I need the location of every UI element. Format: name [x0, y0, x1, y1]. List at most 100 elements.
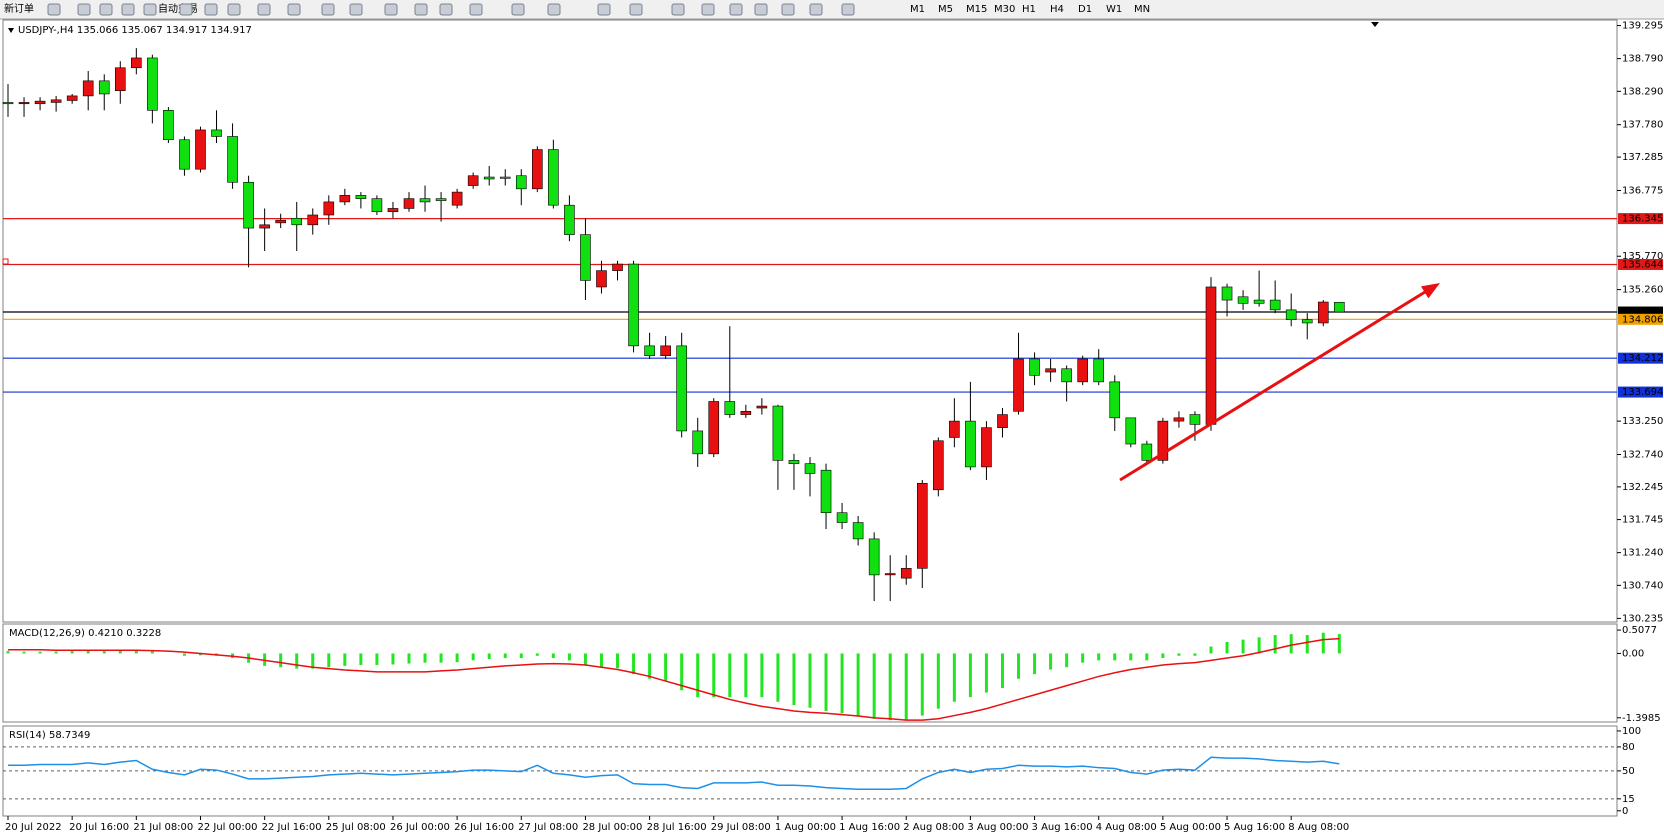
symbol-menu-arrow[interactable]	[8, 28, 14, 33]
macd-bar	[1081, 653, 1085, 663]
x-tick-label: 28 Jul 00:00	[582, 822, 642, 833]
y-tick-label: 0.00	[1622, 648, 1644, 659]
macd-bar	[1113, 653, 1117, 661]
toolbar-icon[interactable]	[204, 3, 218, 16]
macd-bar	[984, 653, 988, 693]
macd-bar	[712, 653, 716, 698]
y-tick-label: 132.740	[1622, 449, 1663, 460]
period-button[interactable]: MN	[1134, 4, 1150, 15]
macd-title: MACD(12,26,9) 0.4210 0.3228	[9, 628, 161, 639]
macd-bar	[471, 653, 475, 661]
macd-bar	[134, 650, 138, 654]
toolbar-icon[interactable]	[99, 3, 113, 16]
period-button[interactable]: M30	[994, 4, 1015, 15]
macd-bar	[1337, 634, 1341, 654]
signal-line	[8, 637, 1340, 721]
macd-bar	[150, 651, 154, 654]
macd-bar	[1305, 635, 1309, 654]
macd-bar	[1145, 653, 1149, 661]
y-tick-label: 15	[1622, 794, 1635, 805]
candle-body	[1189, 414, 1201, 425]
macd-bar	[936, 653, 940, 709]
period-button[interactable]: D1	[1078, 4, 1092, 15]
toolbar-icon[interactable]	[809, 3, 823, 16]
macd-bar	[1273, 635, 1277, 654]
toolbar-icon[interactable]	[227, 3, 241, 16]
toolbar-icon[interactable]	[511, 3, 525, 16]
toolbar-icon[interactable]	[121, 3, 135, 16]
rsi-title: RSI(14) 58.7349	[9, 730, 90, 741]
y-tick-label: 0	[1622, 806, 1628, 817]
toolbar-icon[interactable]	[439, 3, 453, 16]
candle-body	[451, 191, 463, 206]
macd-bar	[888, 653, 892, 721]
macd-bar	[776, 653, 780, 702]
toolbar-icon[interactable]	[321, 3, 335, 16]
macd-bar	[952, 653, 956, 702]
toolbar-icon[interactable]	[629, 3, 643, 16]
period-button[interactable]: M1	[910, 4, 925, 15]
toolbar-icon[interactable]	[754, 3, 768, 16]
macd-bar	[904, 653, 908, 721]
y-tick-label: 130.740	[1622, 580, 1663, 591]
candle-body	[1334, 301, 1345, 313]
candle-body	[82, 80, 94, 97]
toolbar-icon[interactable]	[841, 3, 855, 16]
x-tick-label: 21 Jul 08:00	[133, 822, 193, 833]
candle-body	[1157, 420, 1169, 461]
macd-bar	[551, 653, 555, 659]
macd-bar	[824, 653, 828, 711]
macd-bar	[423, 653, 427, 663]
macd-bar	[118, 650, 122, 654]
x-tick-label: 5 Aug 00:00	[1160, 822, 1221, 833]
candle-body	[179, 139, 190, 170]
y-tick-label: 135.260	[1622, 285, 1663, 296]
candle-body	[339, 195, 351, 203]
toolbar-icon[interactable]	[349, 3, 363, 16]
period-button[interactable]: W1	[1106, 4, 1122, 15]
macd-bar	[102, 651, 106, 654]
y-tick-label: 131.240	[1622, 548, 1663, 559]
candle-body	[933, 440, 944, 491]
toolbar-icon[interactable]	[781, 3, 795, 16]
macd-bar	[279, 653, 283, 668]
rsi-line	[8, 756, 1340, 790]
y-tick-label: 136.775	[1622, 185, 1663, 196]
y-tick-label: 130.235	[1622, 613, 1663, 624]
candle-body	[628, 263, 639, 347]
toolbar-icon[interactable]	[143, 3, 157, 16]
candle-body	[1205, 286, 1217, 425]
toolbar-icon[interactable]	[414, 3, 428, 16]
toolbar-icon[interactable]	[729, 3, 743, 16]
x-tick-label: 25 Jul 08:00	[326, 822, 386, 833]
candle-body	[708, 401, 720, 455]
toolbar-icon[interactable]	[384, 3, 398, 16]
candle-body	[740, 410, 752, 415]
toolbar-icon[interactable]	[701, 3, 715, 16]
new-order-button[interactable]: 新订单	[4, 2, 34, 15]
y-tick-label: 131.745	[1622, 515, 1663, 526]
toolbar-icon[interactable]	[287, 3, 301, 16]
x-tick-label: 1 Aug 16:00	[839, 822, 900, 833]
toolbar-icon[interactable]	[47, 3, 61, 16]
period-button[interactable]: M5	[938, 4, 953, 15]
macd-bar	[311, 653, 315, 669]
toolbar-icon[interactable]	[77, 3, 91, 16]
period-button[interactable]: H4	[1050, 4, 1064, 15]
macd-bar	[968, 653, 972, 698]
macd-bar	[1097, 653, 1101, 661]
period-button[interactable]: M15	[966, 4, 987, 15]
toolbar-icon[interactable]	[597, 3, 611, 16]
toolbar-icon[interactable]	[671, 3, 685, 16]
toolbar-icon[interactable]	[179, 3, 193, 16]
candle-body	[820, 469, 832, 514]
candle-body	[243, 181, 254, 229]
macd-bar	[22, 651, 26, 654]
toolbar-icon[interactable]	[257, 3, 271, 16]
period-button[interactable]: H1	[1022, 4, 1036, 15]
toolbar-icon[interactable]	[469, 3, 483, 16]
toolbar-icon[interactable]	[547, 3, 561, 16]
macd-bar	[1209, 646, 1213, 654]
y-tick-label: 50	[1622, 766, 1635, 777]
